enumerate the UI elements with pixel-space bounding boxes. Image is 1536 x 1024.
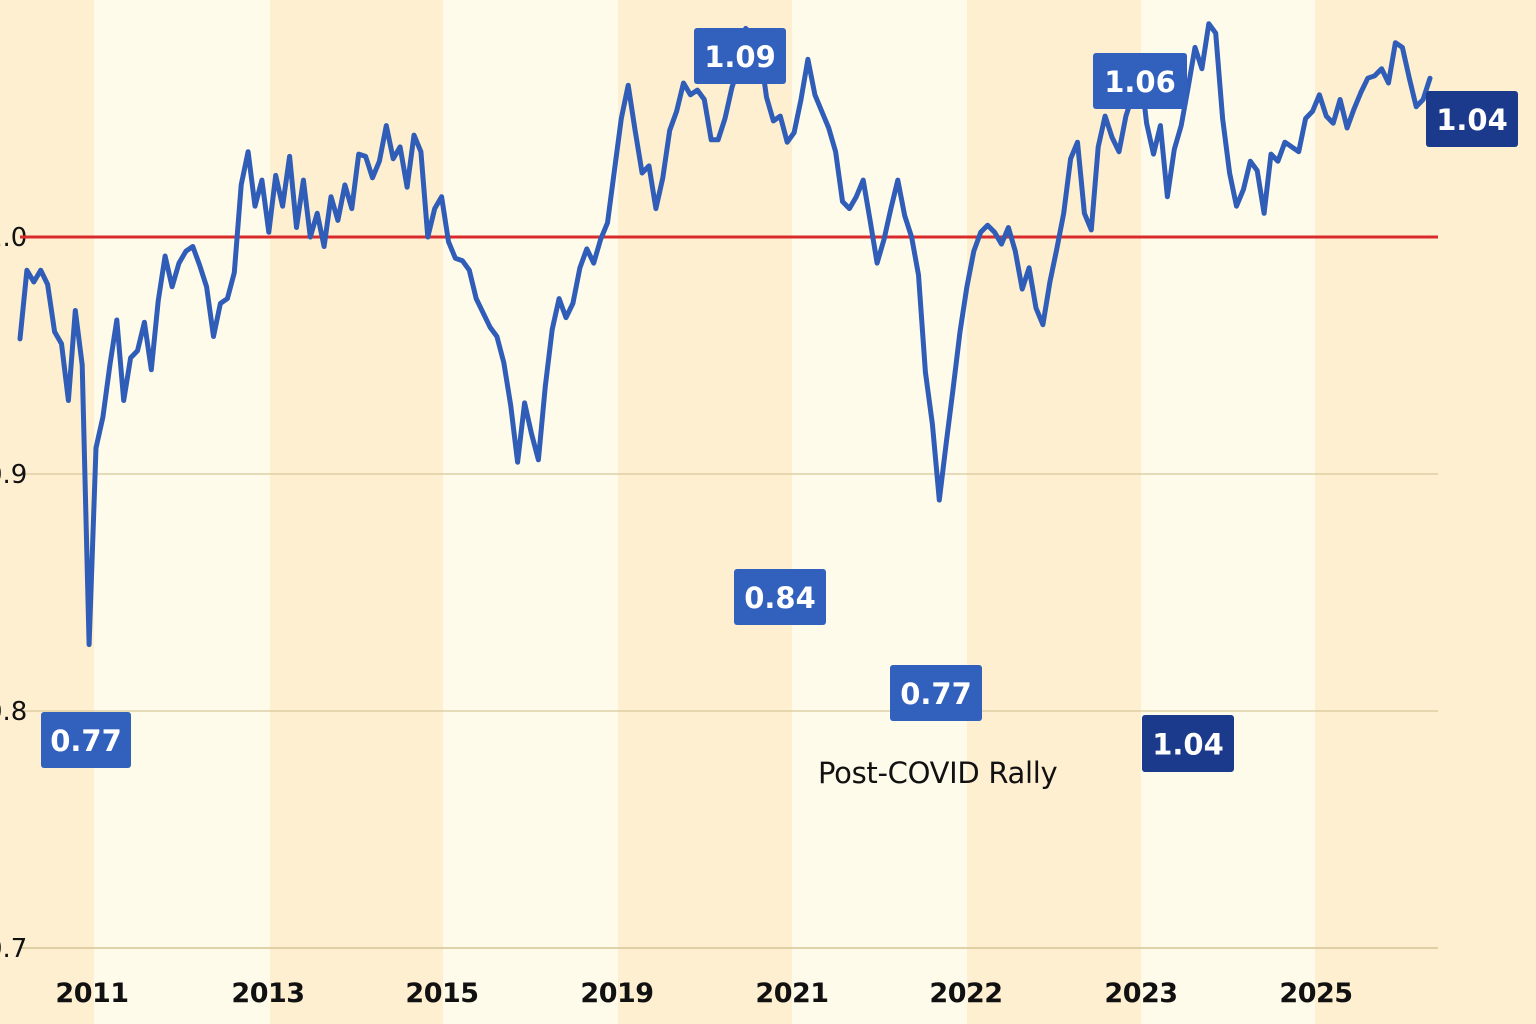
year-band xyxy=(967,0,1141,1024)
callout-label: 1.04 xyxy=(1152,728,1224,762)
year-band xyxy=(443,0,618,1024)
year-band xyxy=(94,0,270,1024)
x-tick-label: 2015 xyxy=(405,978,478,1009)
callout-label: 0.77 xyxy=(50,724,122,758)
callout: 0.84 xyxy=(734,569,826,625)
callout: 1.09 xyxy=(694,28,786,84)
year-band xyxy=(618,0,792,1024)
x-tick-label: 2022 xyxy=(929,978,1002,1009)
series-line xyxy=(17,21,1433,648)
year-band xyxy=(792,0,967,1024)
x-tick-label: 2023 xyxy=(1104,978,1177,1009)
callout-box xyxy=(734,569,826,625)
callout-box xyxy=(1142,715,1234,772)
callout-label: 0.77 xyxy=(900,677,972,711)
callout-label: 1.09 xyxy=(704,40,776,74)
year-band xyxy=(1315,0,1536,1024)
y-axis-ticks: 0.70.80.91.0 xyxy=(0,223,27,964)
x-tick-label: 2025 xyxy=(1279,978,1352,1009)
y-tick-label: 0.7 xyxy=(0,934,27,964)
callout-box xyxy=(41,712,131,768)
callout-box xyxy=(890,665,982,721)
callout: 1.04 xyxy=(1142,715,1234,772)
callout: 1.04 xyxy=(1426,91,1518,147)
callout: 0.77 xyxy=(890,665,982,721)
callout-box xyxy=(1093,53,1187,109)
x-tick-label: 2013 xyxy=(231,978,304,1009)
annotations: Post-COVID Rally xyxy=(818,756,1058,790)
callout-label: 0.84 xyxy=(744,581,816,615)
annotation-text: Post-COVID Rally xyxy=(818,756,1058,790)
callout-label: 1.04 xyxy=(1436,103,1508,137)
callouts: 0.77 1.09 0.84 0.77 1.06 1.04 1.04 xyxy=(41,28,1518,772)
x-axis-ticks: 2011 2013 2015 2019 2021 2022 2023 2025 xyxy=(55,978,1353,1009)
x-tick-label: 2019 xyxy=(580,978,653,1009)
gridlines xyxy=(20,473,1438,949)
callout-label: 1.06 xyxy=(1104,65,1176,99)
year-band xyxy=(0,0,94,1024)
y-tick-label: 0.9 xyxy=(0,460,27,490)
callout-box xyxy=(1426,91,1518,147)
y-tick-label: 0.8 xyxy=(0,697,27,727)
x-tick-label: 2011 xyxy=(55,978,128,1009)
callout-box xyxy=(694,28,786,84)
callout: 0.77 xyxy=(41,712,131,768)
callout: 1.06 xyxy=(1093,53,1187,109)
x-tick-label: 2021 xyxy=(755,978,828,1009)
